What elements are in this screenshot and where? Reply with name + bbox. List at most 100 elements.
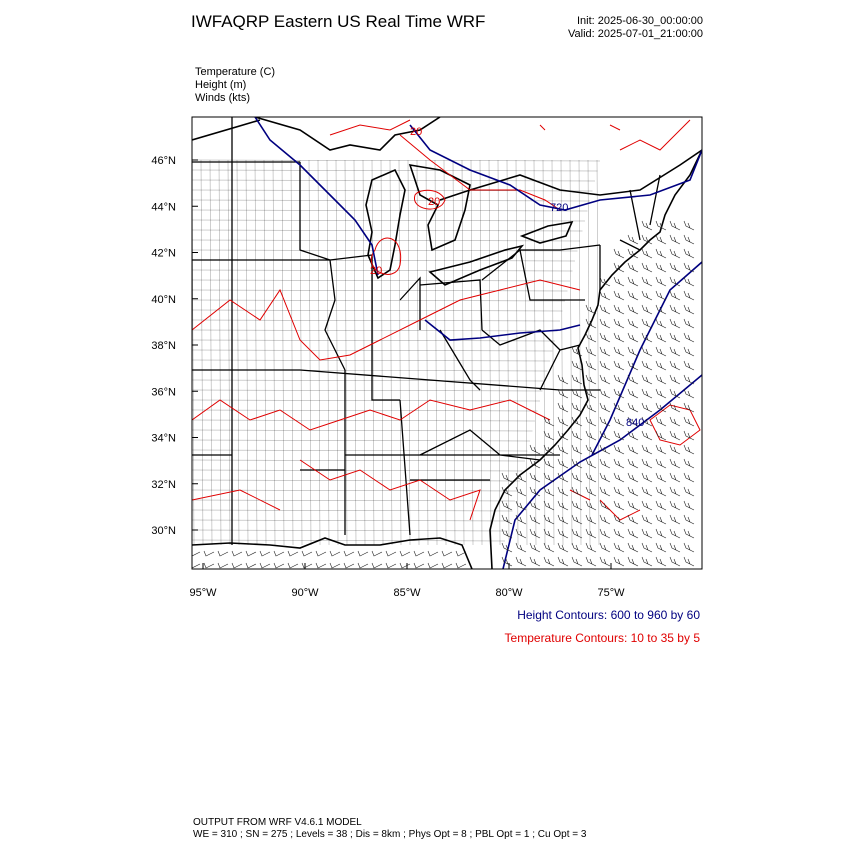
field-label: Winds (kts) [195,92,250,104]
wind-barb [613,402,625,413]
wind-barb [585,318,597,329]
wind-barb [529,500,541,511]
wind-barb [501,514,513,525]
wind-barb [683,276,695,287]
wind-barb [669,262,681,273]
wind-barb [641,514,653,525]
wind-barb [613,318,625,329]
wind-barb [557,514,569,525]
footer-model: OUTPUT FROM WRF V4.6.1 MODEL [193,817,362,828]
wind-barb [669,234,681,245]
lon-label: 90°W [291,587,319,599]
wind-barb [585,514,597,525]
wind-barb [655,528,667,539]
wind-barb [543,528,555,539]
wind-barb [571,430,583,441]
wind-barb [571,360,583,371]
wind-barb [585,500,597,511]
wind-barb [585,388,597,399]
wind-barb [529,472,541,483]
wind-barb [669,304,681,315]
contour-label: 720 [550,202,568,214]
wind-barb [585,444,597,455]
wind-barb [641,542,653,553]
wind-barb [683,360,695,371]
wind-barb [641,556,653,567]
wind-barb [357,550,369,557]
lon-label: 80°W [495,587,523,599]
wind-barb [641,318,653,329]
wind-barb [683,486,695,497]
wind-barb [641,332,653,343]
wind-barb [683,416,695,427]
wind-barb [343,562,355,569]
wind-barb [627,556,639,567]
wind-barb [627,262,639,273]
wind-barb [641,234,653,245]
wind-barb [599,416,611,427]
wind-barb [529,444,541,455]
wind-barb [683,514,695,525]
wind-barb [655,318,667,329]
wind-barb [669,318,681,329]
wind-barb [641,528,653,539]
wind-barb [613,374,625,385]
wind-barb [627,430,639,441]
wind-barb [655,360,667,371]
wind-barb [641,360,653,371]
wind-barb [543,500,555,511]
wind-barb [669,514,681,525]
wind-barb [287,562,299,569]
wind-barb [641,402,653,413]
wind-barb [627,500,639,511]
wind-barb [192,563,201,569]
wind-barb [613,430,625,441]
wind-barb [501,472,513,483]
wind-barb [627,458,639,469]
wind-barb [669,360,681,371]
wind-barb [641,290,653,301]
wind-barb [627,374,639,385]
wind-barb [669,332,681,343]
wind-barb [399,550,411,557]
lon-label: 95°W [189,587,217,599]
wind-barb [557,458,569,469]
wind-barb [683,346,695,357]
wind-barb [571,514,583,525]
wind-barb [585,472,597,483]
wind-barb [613,416,625,427]
title: IWFAQRP Eastern US Real Time WRF [191,12,485,31]
wind-barb [613,458,625,469]
wind-barb [259,550,271,557]
wind-barb [413,550,425,557]
wind-barb [641,374,653,385]
wind-barb [585,332,597,343]
wind-barb [613,528,625,539]
wind-barb [557,528,569,539]
wind-barbs [192,220,695,569]
wind-barb [599,486,611,497]
wind-barb [627,486,639,497]
wind-barb [669,430,681,441]
wind-barb [613,486,625,497]
wind-barb [655,556,667,567]
wind-barb [641,220,653,231]
wind-barb [669,472,681,483]
wind-barb [683,500,695,511]
wind-barb [641,388,653,399]
wind-barb [529,458,541,469]
wind-barb [641,262,653,273]
field-label: Height (m) [195,79,246,91]
wind-barb [655,304,667,315]
wind-barb [357,562,369,569]
wind-barb [315,562,327,569]
wind-barb [669,542,681,553]
wind-barb [585,346,597,357]
wind-barb [599,332,611,343]
wind-barb [655,220,667,231]
wind-barb [571,472,583,483]
wind-barb [231,550,243,557]
map-background [192,117,702,569]
lat-label: 44°N [151,201,176,213]
